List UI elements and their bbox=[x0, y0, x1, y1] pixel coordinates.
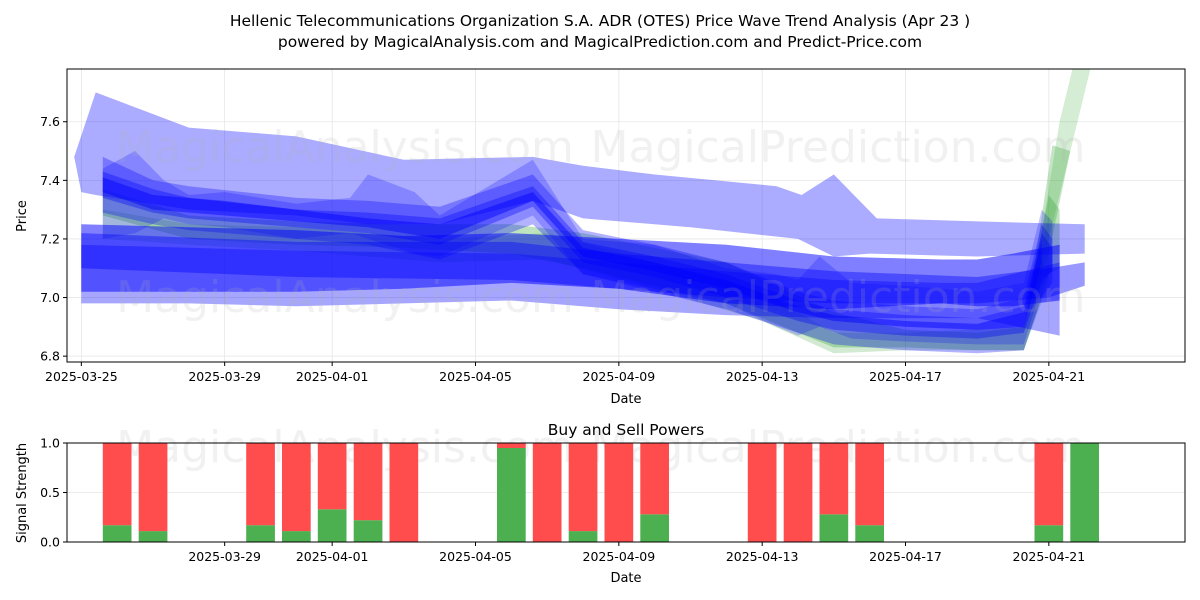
sell-power-bar bbox=[102, 443, 132, 526]
signal-ytick-label: 0.5 bbox=[40, 485, 60, 500]
buy-power-bar bbox=[1070, 443, 1099, 542]
signal-xtick-label: 2025-04-01 bbox=[296, 549, 369, 564]
buy-power-bar bbox=[855, 525, 884, 542]
signal-bars bbox=[102, 443, 1099, 542]
sell-power-bar bbox=[640, 443, 669, 515]
price-xtick-label: 2025-04-17 bbox=[869, 369, 942, 384]
buy-power-bar bbox=[282, 531, 311, 542]
price-xtick-label: 2025-04-09 bbox=[583, 369, 656, 384]
signal-ytick-label: 1.0 bbox=[40, 436, 60, 451]
sell-power-bar bbox=[819, 443, 849, 515]
signal-chart-title: Buy and Sell Powers bbox=[548, 421, 705, 439]
price-ylabel: Price bbox=[15, 200, 30, 232]
watermark-analysis-mid: MagicalAnalysis.com bbox=[116, 272, 574, 323]
buy-power-bar bbox=[138, 531, 168, 542]
signal-xtick-label: 2025-04-13 bbox=[726, 549, 799, 564]
price-bands bbox=[74, 69, 1091, 354]
buy-power-bar bbox=[568, 531, 598, 542]
sell-power-bar bbox=[282, 443, 311, 532]
sell-power-bar bbox=[604, 443, 634, 542]
buy-power-bar bbox=[497, 447, 526, 542]
signal-plot-frame bbox=[66, 442, 1186, 543]
sell-power-bar bbox=[497, 443, 526, 448]
price-ytick-label: 7.0 bbox=[40, 290, 60, 305]
sell-power-bar bbox=[568, 443, 598, 532]
watermark-prediction-mid: MagicalPrediction.com bbox=[591, 272, 1086, 323]
signal-axes: 0.0 0.5 1.0 2025-03-29 2025-04-01 2025-04-05 2… bbox=[40, 436, 1085, 565]
signal-ytick-label: 0.0 bbox=[40, 535, 60, 550]
sell-power-bar bbox=[389, 443, 419, 542]
sell-power-bar bbox=[353, 443, 383, 521]
price-xtick-label: 2025-04-05 bbox=[439, 369, 512, 384]
price-xtick-label: 2025-04-13 bbox=[726, 369, 799, 384]
sell-power-bar bbox=[532, 443, 562, 542]
price-xtick-label: 2025-03-25 bbox=[45, 369, 118, 384]
sell-power-bar bbox=[783, 443, 813, 542]
signal-xtick-label: 2025-04-09 bbox=[583, 549, 656, 564]
signal-xlabel: Date bbox=[610, 571, 641, 586]
price-plot-frame bbox=[66, 68, 1186, 363]
blue-wave-band bbox=[102, 156, 1053, 354]
blue-wave-band bbox=[81, 233, 1085, 304]
blue-wave-band bbox=[81, 244, 1060, 336]
buy-power-bar bbox=[1034, 525, 1064, 542]
sell-power-bar bbox=[747, 443, 777, 542]
green-wave-band bbox=[1030, 69, 1091, 298]
sell-power-bar bbox=[138, 443, 168, 532]
chart-title: Hellenic Telecommunications Organization… bbox=[230, 12, 970, 30]
chart-subtitle: powered by MagicalAnalysis.com and Magic… bbox=[278, 33, 922, 51]
signal-ylabel: Signal Strength bbox=[15, 443, 30, 543]
price-ytick-label: 7.2 bbox=[40, 231, 60, 246]
price-xtick-label: 2025-04-01 bbox=[296, 369, 369, 384]
signal-xtick-label: 2025-03-29 bbox=[188, 549, 261, 564]
signal-xtick-label: 2025-04-21 bbox=[1013, 549, 1086, 564]
buy-power-bar bbox=[246, 525, 275, 542]
blue-wave-band bbox=[102, 171, 1053, 339]
price-axes: 6.8 7.0 7.2 7.4 7.6 2025-03-25 2025-03-29 2025-… bbox=[40, 114, 1085, 384]
price-xlabel: Date bbox=[610, 392, 641, 407]
watermark-analysis-top: MagicalAnalysis.com bbox=[116, 122, 574, 173]
sell-power-bar bbox=[317, 443, 347, 510]
signal-xtick-label: 2025-04-17 bbox=[869, 549, 942, 564]
price-ytick-label: 7.6 bbox=[40, 114, 60, 129]
buy-power-bar bbox=[819, 514, 849, 542]
blue-wave-band bbox=[74, 92, 1085, 257]
sell-power-bar bbox=[246, 443, 275, 526]
buy-power-bar bbox=[640, 514, 669, 542]
price-ytick-label: 7.4 bbox=[40, 173, 60, 188]
buy-power-bar bbox=[102, 525, 132, 542]
price-ytick-label: 6.8 bbox=[40, 349, 60, 364]
signal-chart-panel: Buy and Sell Powers MagicalAnalysis.com … bbox=[15, 421, 1186, 586]
price-xtick-label: 2025-04-21 bbox=[1013, 369, 1086, 384]
price-plot-area bbox=[67, 69, 1185, 362]
watermark-prediction-top: MagicalPrediction.com bbox=[591, 122, 1086, 173]
blue-wave-band bbox=[81, 224, 1060, 310]
blue-wave-band bbox=[102, 177, 1042, 330]
sell-power-bar bbox=[1034, 443, 1064, 526]
price-chart-panel: MagicalAnalysis.com MagicalPrediction.co… bbox=[15, 68, 1186, 407]
price-xtick-label: 2025-03-29 bbox=[188, 369, 261, 384]
buy-power-bar bbox=[353, 520, 383, 542]
signal-xtick-label: 2025-04-05 bbox=[439, 549, 512, 564]
green-wave-band bbox=[102, 189, 1060, 351]
buy-power-bar bbox=[317, 509, 347, 542]
sell-power-bar bbox=[855, 443, 884, 526]
blue-wave-band bbox=[102, 151, 1053, 345]
